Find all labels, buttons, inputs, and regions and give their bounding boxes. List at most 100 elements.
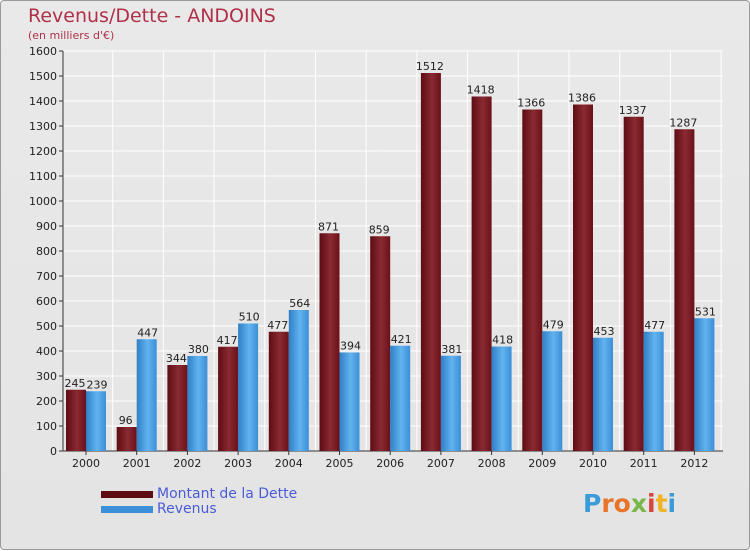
bar-debt [218, 346, 239, 451]
y-tick-label: 500 [36, 320, 57, 333]
y-tick-label: 100 [36, 420, 57, 433]
bar-revenue [643, 331, 664, 451]
bar-debt [116, 427, 137, 451]
data-label-revenue: 380 [188, 343, 209, 356]
bar-revenue [187, 356, 208, 451]
y-tick-label: 1500 [29, 70, 57, 83]
x-tick-label: 2002 [173, 457, 201, 470]
logo-letter: r [601, 489, 614, 518]
y-tick-label: 1000 [29, 195, 57, 208]
y-tick-label: 900 [36, 220, 57, 233]
data-label-revenue: 479 [543, 318, 564, 331]
data-label-revenue: 418 [492, 334, 513, 347]
bar-debt [370, 236, 391, 451]
bar-revenue [86, 391, 106, 451]
data-label-debt: 1512 [416, 60, 444, 73]
data-label-revenue: 564 [289, 297, 310, 310]
bar-debt [471, 96, 492, 451]
data-label-debt: 96 [119, 414, 133, 427]
x-tick-label: 2000 [72, 457, 100, 470]
logo-letter: t [655, 489, 668, 518]
chart-title: Revenus/Dette - ANDOINS [28, 5, 276, 27]
data-label-revenue: 394 [340, 340, 361, 353]
x-tick-label: 2001 [123, 457, 151, 470]
data-label-revenue: 421 [391, 333, 412, 346]
x-tick-label: 2012 [680, 457, 708, 470]
bar-revenue [136, 339, 157, 451]
data-label-revenue: 381 [441, 343, 462, 356]
x-tick-label: 2006 [376, 457, 404, 470]
data-label-revenue: 510 [239, 311, 260, 324]
x-tick-label: 2004 [275, 457, 303, 470]
chart-subtitle: (en milliers d'€) [28, 29, 115, 42]
data-label-debt: 859 [369, 223, 390, 236]
y-tick-label: 1300 [29, 120, 57, 133]
x-tick-label: 2008 [478, 457, 506, 470]
x-tick-label: 2005 [326, 457, 354, 470]
y-tick-label: 200 [36, 395, 57, 408]
x-tick-label: 2003 [224, 457, 252, 470]
bar-debt [268, 331, 289, 451]
logo-letter: i [647, 489, 656, 518]
bar-debt [623, 116, 644, 451]
y-tick-label: 300 [36, 370, 57, 383]
data-label-debt: 1418 [467, 84, 495, 97]
x-tick-label: 2011 [630, 457, 658, 470]
data-label-debt: 1337 [619, 104, 647, 117]
bar-revenue [542, 331, 563, 451]
bar-debt [167, 365, 188, 451]
y-tick-label: 800 [36, 245, 57, 258]
bar-revenue [238, 323, 259, 451]
bar-debt [319, 233, 340, 451]
x-tick-label: 2009 [528, 457, 556, 470]
legend-swatch-debt [101, 491, 153, 498]
x-tick-label: 2010 [579, 457, 607, 470]
bar-revenue [694, 318, 715, 451]
bar-debt [522, 109, 543, 451]
y-tick-label: 1100 [29, 170, 57, 183]
y-tick-label: 0 [50, 445, 57, 458]
bar-revenue [491, 346, 512, 451]
logo-letter: i [667, 489, 677, 518]
y-tick-label: 400 [36, 345, 57, 358]
data-label-debt: 245 [65, 377, 86, 390]
labels-layer: 0 100 200 300 400 500 600 700 800 900 1000 1100 1200… [29, 45, 716, 470]
y-tick-label: 1400 [29, 95, 57, 108]
bar-revenue [339, 352, 360, 451]
data-label-revenue: 477 [644, 319, 665, 332]
bar-debt [674, 129, 695, 451]
data-label-revenue: 447 [137, 326, 158, 339]
y-tick-label: 1200 [29, 145, 57, 158]
data-label-debt: 1386 [568, 92, 596, 105]
data-label-revenue: 531 [695, 305, 716, 318]
logo-letter: o [613, 489, 631, 518]
bars-layer [66, 73, 715, 451]
bar-revenue [390, 345, 411, 451]
data-label-debt: 871 [318, 220, 339, 233]
data-label-debt: 417 [217, 334, 238, 347]
bar-revenue [440, 355, 461, 451]
bar-revenue [593, 337, 613, 451]
data-label-revenue: 239 [87, 378, 108, 391]
y-tick-label: 1600 [29, 45, 57, 58]
data-label-debt: 1287 [669, 116, 697, 129]
legend-label-debt: Montant de la Dette [157, 486, 298, 502]
y-tick-label: 700 [36, 270, 57, 283]
data-label-debt: 344 [166, 352, 187, 365]
bar-debt [420, 73, 441, 451]
x-tick-label: 2007 [427, 457, 455, 470]
bar-revenue [288, 310, 309, 451]
legend-label-revenue: Revenus [157, 501, 217, 517]
bar-debt [66, 389, 86, 451]
logo-letter: x [630, 489, 647, 518]
logo-letter: P [583, 489, 602, 518]
data-label-debt: 477 [267, 319, 288, 332]
data-label-revenue: 453 [594, 325, 615, 338]
y-tick-label: 600 [36, 295, 57, 308]
legend-swatch-revenue [101, 506, 153, 513]
data-label-debt: 1366 [517, 97, 545, 110]
bar-debt [573, 104, 593, 451]
proxiti-logo: Proxiti [583, 489, 676, 518]
